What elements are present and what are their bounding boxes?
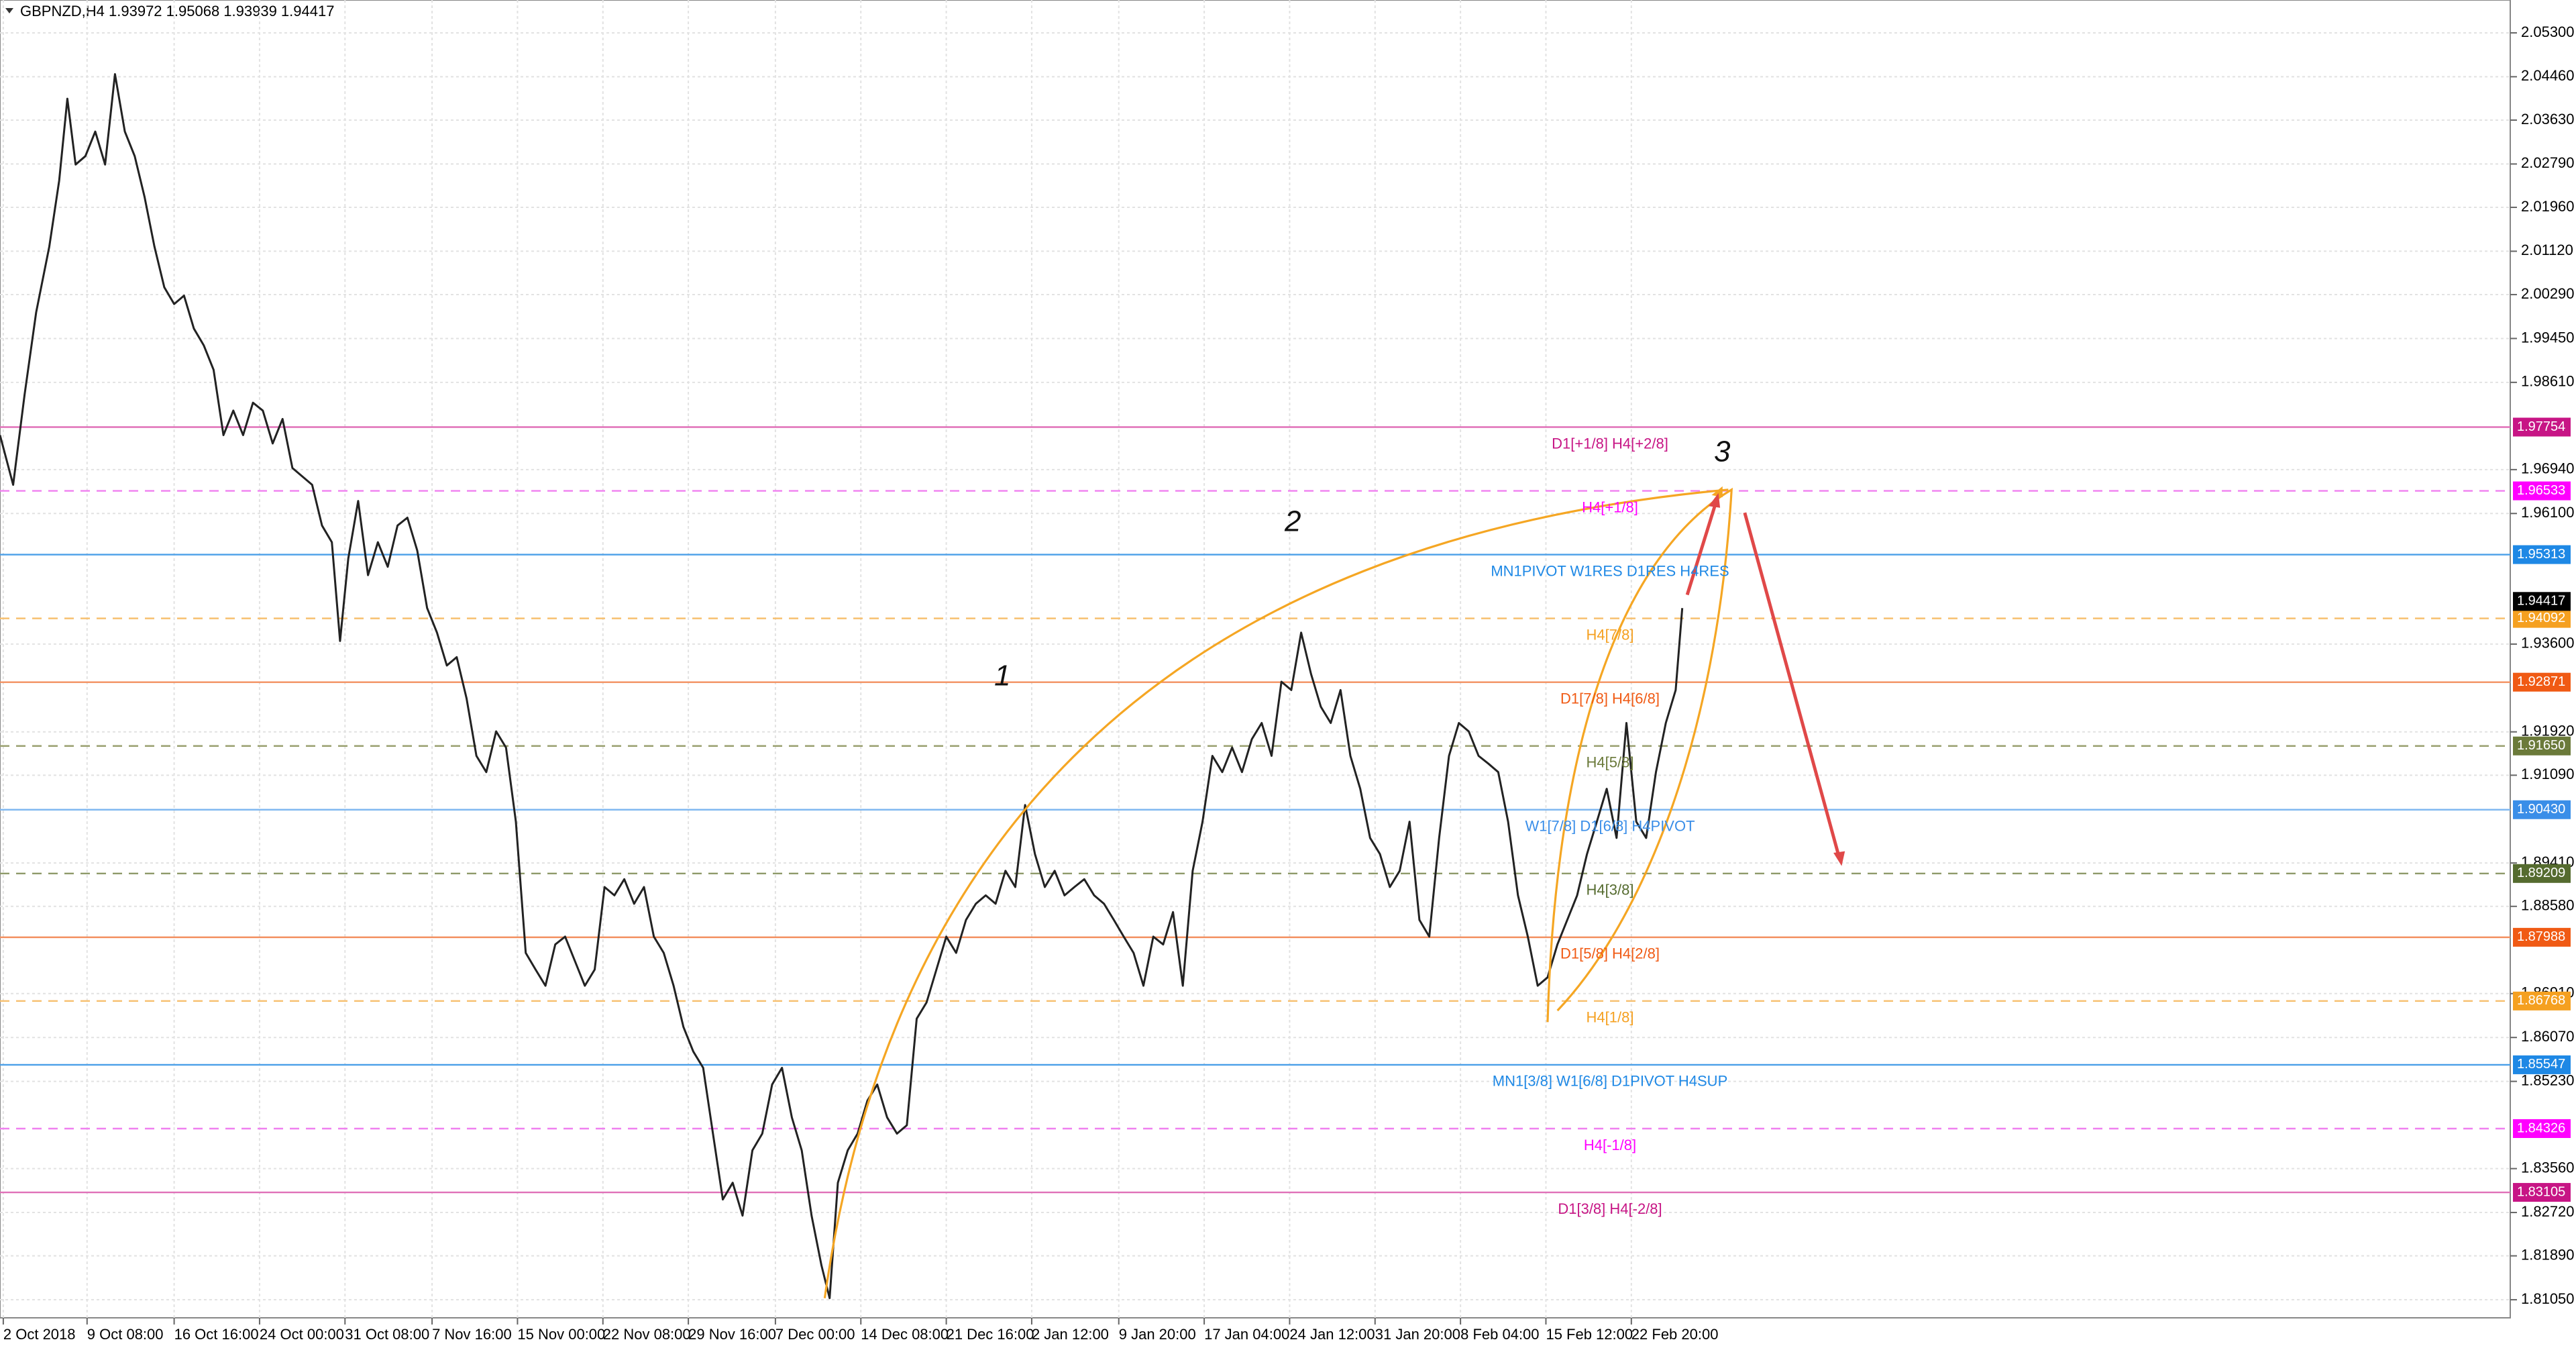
level-label: H4[+1/8]: [1582, 499, 1638, 515]
price-box-label: 1.96533: [2517, 483, 2565, 498]
x-tick-label: 15 Feb 12:00: [1546, 1326, 1633, 1343]
x-tick-label: 15 Nov 00:00: [517, 1326, 605, 1343]
x-tick-label: 2 Jan 12:00: [1032, 1326, 1109, 1343]
level-label: D1[7/8] H4[6/8]: [1560, 690, 1660, 707]
price-box: [2513, 545, 2571, 564]
y-tick-label: 1.93600: [2521, 635, 2575, 652]
x-tick-label: 8 Feb 04:00: [1460, 1326, 1539, 1343]
level-label: H4[1/8]: [1587, 1009, 1634, 1026]
level-label: H4[3/8]: [1587, 882, 1634, 898]
price-box: [2513, 481, 2571, 501]
drawings: [823, 486, 1845, 1298]
level-label: MN1PIVOT W1RES D1RES H4RES: [1491, 562, 1729, 579]
price-box-label: 1.87988: [2517, 929, 2565, 944]
menu-triangle[interactable]: [5, 8, 13, 13]
price-box-label: 1.97754: [2517, 419, 2565, 434]
x-tick-label: 29 Nov 16:00: [688, 1326, 776, 1343]
x-tick-label: 21 Dec 16:00: [947, 1326, 1034, 1343]
level-label: D1[+1/8] H4[+2/8]: [1552, 435, 1668, 452]
price-box-label: 1.95313: [2517, 547, 2565, 562]
y-tick-label: 2.03630: [2521, 111, 2575, 127]
last-price-box: [2513, 592, 2571, 611]
y-tick-label: 1.88580: [2521, 897, 2575, 914]
chart-title: GBPNZD,H4 1.93972 1.95068 1.93939 1.9441…: [20, 3, 334, 19]
price-box: [2513, 991, 2571, 1011]
level-label: H4[7/8]: [1587, 626, 1634, 643]
x-tick-label: 22 Feb 20:00: [1631, 1326, 1719, 1343]
x-tick-label: 31 Oct 08:00: [345, 1326, 429, 1343]
y-tick-label: 1.86070: [2521, 1028, 2575, 1045]
price-box-label: 1.92871: [2517, 674, 2565, 689]
price-box-label: 1.91650: [2517, 738, 2565, 753]
annotation: 1: [994, 660, 1010, 692]
level-label: D1[3/8] H4[-2/8]: [1558, 1200, 1662, 1217]
x-tick-label: 9 Oct 08:00: [87, 1326, 164, 1343]
y-tick-label: 2.04460: [2521, 67, 2575, 84]
x-tick-label: 31 Jan 20:00: [1375, 1326, 1460, 1343]
price-box-label: 1.84326: [2517, 1121, 2565, 1135]
level-label: D1[5/8] H4[2/8]: [1560, 945, 1660, 962]
x-tick-label: 9 Jan 20:00: [1119, 1326, 1196, 1343]
red-arrow-head: [1833, 851, 1845, 866]
price-box: [2513, 1055, 2571, 1074]
level-label: MN1[3/8] W1[6/8] D1PIVOT H4SUP: [1493, 1073, 1728, 1090]
x-tick-label: 7 Nov 16:00: [432, 1326, 512, 1343]
price-box: [2513, 800, 2571, 819]
price-box-label: 1.90430: [2517, 802, 2565, 817]
price-box-label: 1.89209: [2517, 866, 2565, 880]
y-tick-label: 1.96100: [2521, 504, 2575, 521]
price-box: [2513, 417, 2571, 437]
price-box-label: 1.86768: [2517, 993, 2565, 1008]
y-tick-label: 1.96940: [2521, 460, 2575, 477]
x-tick-label: 22 Nov 08:00: [603, 1326, 691, 1343]
price-box: [2513, 609, 2571, 628]
x-tick-label: 7 Dec 00:00: [775, 1326, 855, 1343]
level-label: H4[5/8]: [1587, 754, 1634, 771]
price-box: [2513, 1119, 2571, 1138]
red-arrow-up: [1685, 499, 1719, 596]
y-tick-label: 1.82720: [2521, 1203, 2575, 1220]
x-tick-label: 16 Oct 16:00: [174, 1326, 259, 1343]
orange-arc: [823, 488, 1729, 1298]
y-tick-label: 1.83560: [2521, 1159, 2575, 1176]
y-tick-label: 1.81890: [2521, 1246, 2575, 1263]
last-price-label: 1.94417: [2517, 594, 2565, 609]
price-box-label: 1.85547: [2517, 1057, 2565, 1072]
y-tick-label: 1.99450: [2521, 329, 2575, 346]
orange-leaf: [1546, 487, 1733, 1023]
x-tick-label: 2 Oct 2018: [3, 1326, 76, 1343]
red-arrow-down: [1743, 512, 1840, 856]
y-tick-label: 1.91920: [2521, 723, 2575, 739]
price-box-label: 1.83105: [2517, 1184, 2565, 1199]
x-tick-label: 14 Dec 08:00: [861, 1326, 949, 1343]
y-tick-label: 1.81050: [2521, 1290, 2575, 1307]
y-tick-label: 2.05300: [2521, 23, 2575, 40]
x-tick-label: 24 Jan 12:00: [1289, 1326, 1375, 1343]
price-box: [2513, 736, 2571, 756]
price-box: [2513, 864, 2571, 883]
y-tick-label: 1.91090: [2521, 766, 2575, 782]
price-box: [2513, 927, 2571, 947]
y-tick-label: 1.85230: [2521, 1072, 2575, 1088]
price-box-label: 1.94092: [2517, 611, 2565, 625]
price-box: [2513, 1183, 2571, 1202]
x-tick-label: 24 Oct 00:00: [260, 1326, 344, 1343]
y-tick-label: 2.00290: [2521, 285, 2575, 302]
level-label: W1[7/8] D1[6/8] H4PIVOT: [1525, 818, 1695, 835]
y-tick-label: 2.01960: [2521, 198, 2575, 215]
y-tick-label: 1.98610: [2521, 373, 2575, 390]
level-label: H4[-1/8]: [1584, 1137, 1636, 1153]
price-box: [2513, 672, 2571, 692]
x-tick-label: 17 Jan 04:00: [1204, 1326, 1289, 1343]
red-arrow-head: [1708, 493, 1721, 508]
y-tick-label: 2.02790: [2521, 154, 2575, 171]
price-line: [0, 73, 1684, 1300]
plot-area: [0, 0, 2511, 1318]
y-tick-label: 2.01120: [2521, 242, 2573, 258]
annotation: 2: [1284, 505, 1301, 538]
annotation: 3: [1714, 435, 1731, 468]
